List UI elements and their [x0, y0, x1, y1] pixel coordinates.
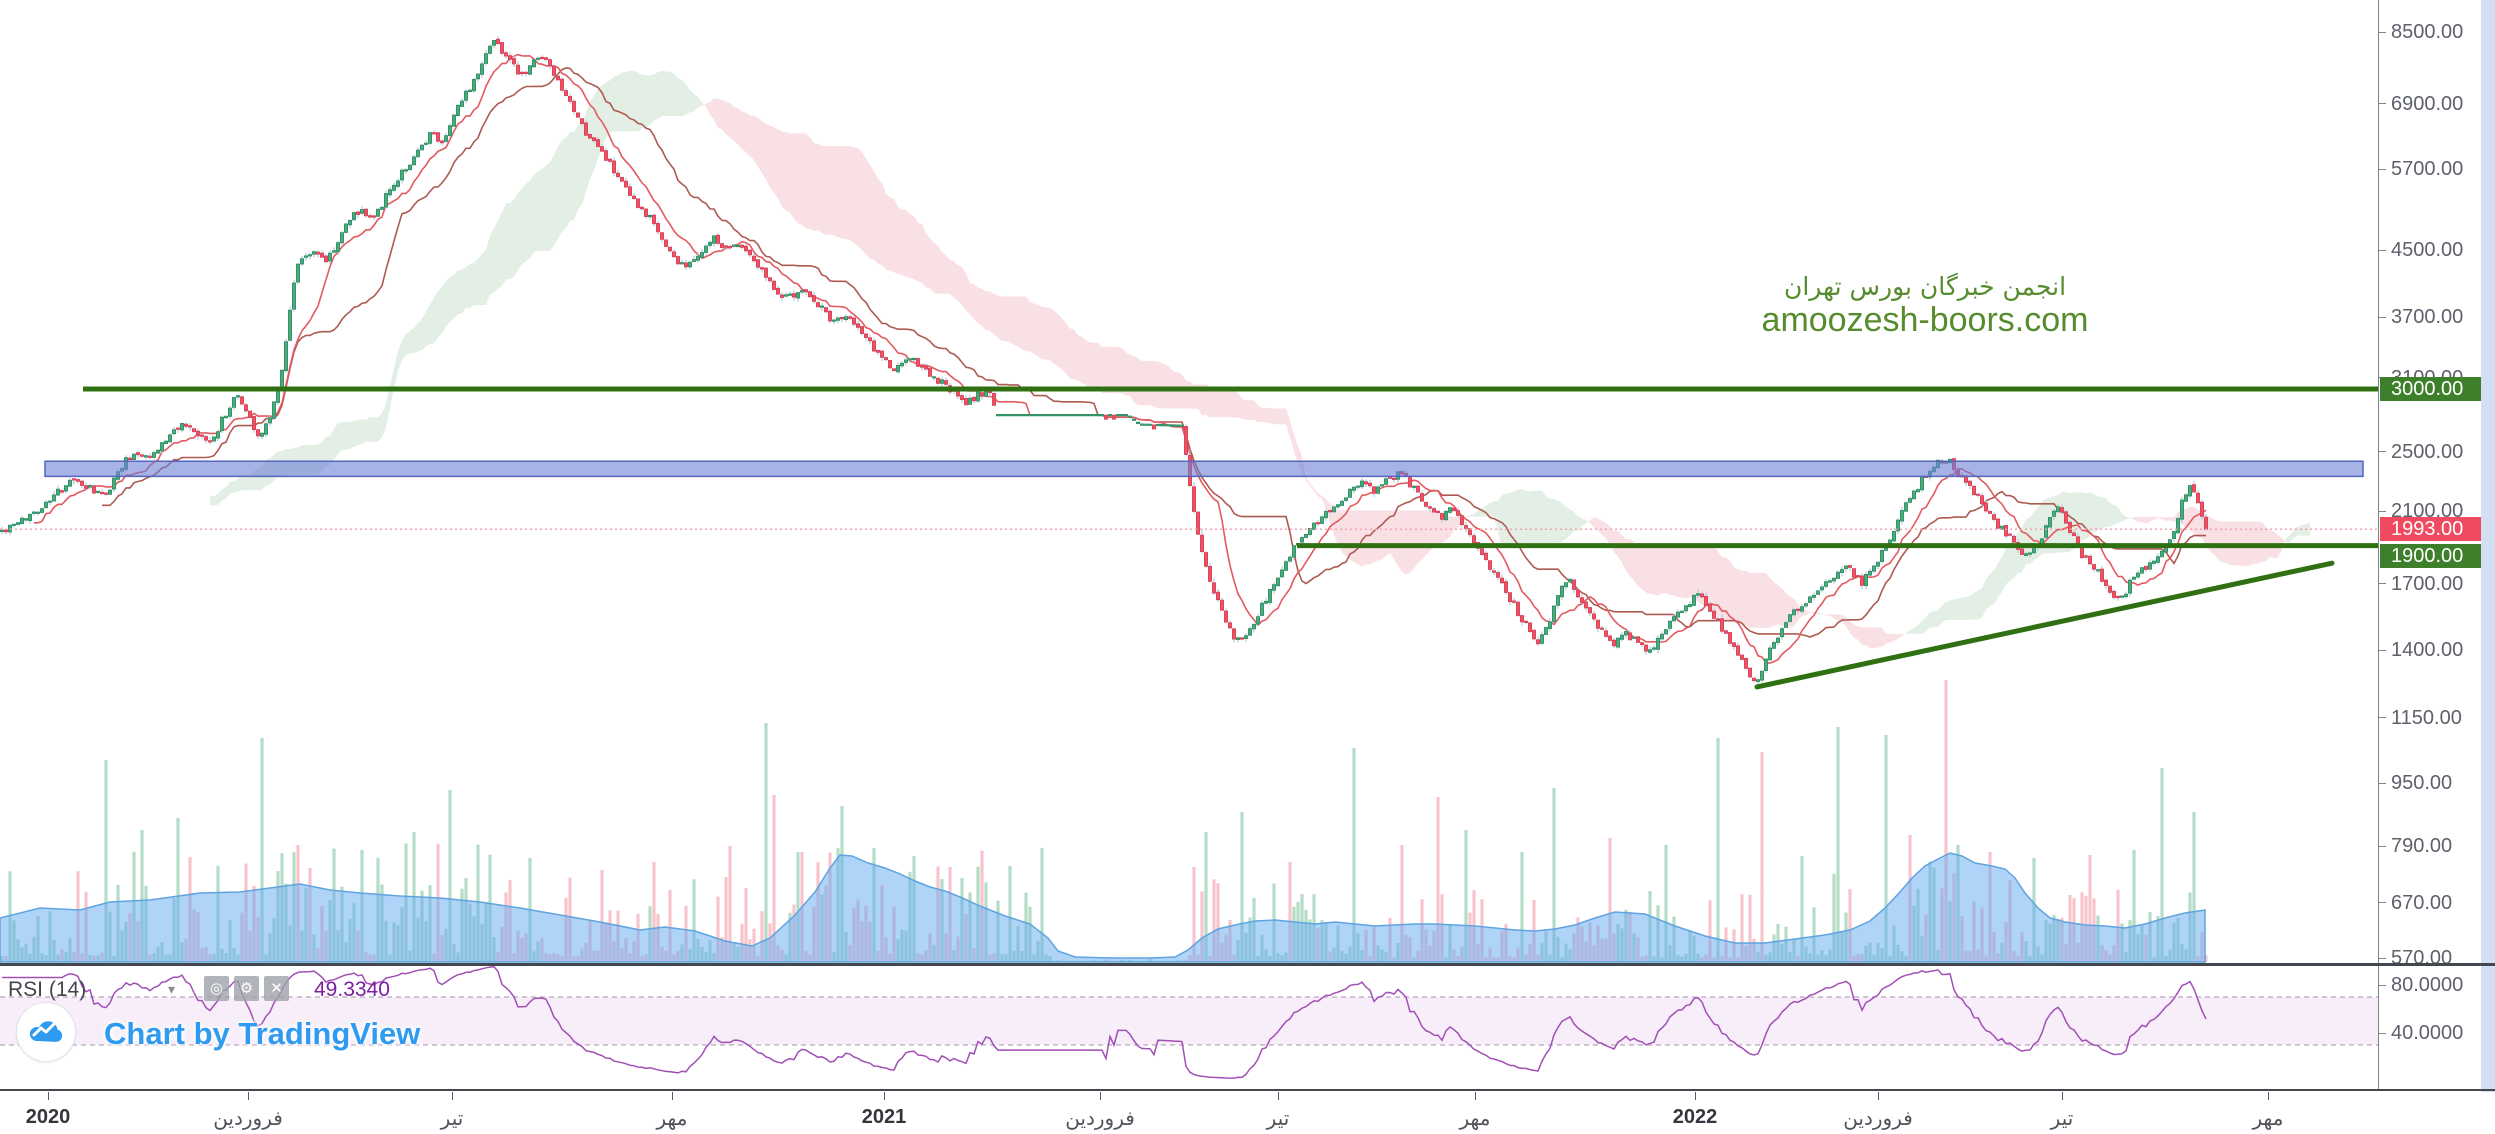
price-tick-label: 4500.00	[2391, 239, 2464, 261]
price-tick-label: 670.00	[2391, 891, 2453, 914]
price-tick-label: 8500.00	[2391, 21, 2464, 43]
time-tick-mark	[2268, 1092, 2269, 1100]
price-tick-mark	[2379, 845, 2386, 847]
time-tick-label[interactable]: تیر	[440, 1106, 464, 1130]
time-tick-label[interactable]: فروردین	[1065, 1106, 1135, 1130]
time-tick-label[interactable]: 2021	[861, 1106, 907, 1128]
window-edge-strip	[2481, 0, 2495, 1134]
time-tick-label[interactable]: تیر	[2050, 1106, 2074, 1130]
close-icon[interactable]: ✕	[264, 976, 289, 1001]
tradingview-logo-icon[interactable]	[16, 1002, 76, 1062]
pane-divider[interactable]	[0, 963, 2495, 966]
price-axis[interactable]: 8500.006900.005700.004500.003700.003100.…	[2378, 0, 2482, 1090]
price-tick-mark	[2379, 649, 2386, 651]
rsi-indicator-label[interactable]: RSI (14)	[8, 978, 87, 1001]
supply-zone-rectangle	[44, 460, 2364, 478]
price-tick-label: 790.00	[2391, 835, 2453, 858]
time-tick-mark	[1878, 1092, 1879, 1100]
time-tick-label[interactable]: 2022	[1672, 1106, 1718, 1128]
rsi-tick-mark	[2379, 1032, 2386, 1034]
time-axis[interactable]: 2020 فروردین تیر مهر 2021 فروردین تیر مهر 2022 فر…	[0, 1092, 2495, 1134]
price-tick-mark	[2379, 168, 2386, 170]
price-level-badge: 1993.00	[2380, 517, 2481, 542]
candles-down	[4, 38, 2208, 682]
time-tick-mark	[48, 1092, 49, 1100]
price-level-badge: 3000.00	[2380, 377, 2481, 401]
price-tick-label: 1700.00	[2391, 572, 2464, 595]
price-tick-mark	[2379, 31, 2386, 33]
time-tick-label[interactable]: 2020	[25, 1106, 71, 1128]
price-tick-mark	[2379, 316, 2386, 318]
volume-ma-area	[0, 852, 2206, 963]
price-tick-label: 2100.00	[2391, 500, 2464, 523]
time-tick-label[interactable]: مهر	[656, 1106, 688, 1130]
rsi-value: 49.3340	[314, 978, 390, 1001]
price-tick-mark	[2379, 957, 2386, 959]
price-tick-label: 3700.00	[2391, 306, 2464, 329]
price-tick-label: 950.00	[2391, 772, 2453, 795]
time-tick-label[interactable]: فروردین	[1843, 1106, 1913, 1130]
time-tick-mark	[2062, 1092, 2063, 1100]
time-tick-mark	[1100, 1092, 1101, 1100]
tenkan-sen-line	[34, 53, 2207, 664]
attribution-label[interactable]: Chart by TradingView	[104, 1016, 421, 1051]
time-tick-mark	[1475, 1092, 1476, 1100]
axis-divider	[0, 1089, 2495, 1091]
price-tick-mark	[2379, 717, 2386, 719]
price-level-badge: 1900.00	[2380, 543, 2481, 568]
price-tick-mark	[2379, 583, 2386, 585]
ichimoku-cloud-bearish	[706, 98, 2286, 649]
rsi-tick-mark	[2379, 984, 2386, 986]
time-tick-label[interactable]: مهر	[2252, 1106, 2284, 1130]
rsi-tick-label: 80.0000	[2391, 974, 2464, 996]
rsi-line	[2, 965, 2207, 1080]
time-tick-label[interactable]: تیر	[1266, 1106, 1290, 1130]
time-tick-label[interactable]: مهر	[1459, 1106, 1491, 1130]
price-tick-mark	[2379, 103, 2386, 104]
time-tick-label[interactable]: فروردین	[213, 1106, 283, 1130]
gear-icon[interactable]: ⚙	[234, 976, 259, 1001]
price-tick-label: 6900.00	[2391, 92, 2464, 115]
rsi-band	[0, 997, 2378, 1045]
price-tick-mark	[2379, 902, 2386, 904]
price-tick-mark	[2379, 249, 2386, 251]
ascending-trendline	[1754, 560, 2335, 690]
chevron-down-icon[interactable]: ▾	[168, 981, 176, 997]
price-tick-label: 570.00	[2391, 947, 2453, 970]
price-tick-label: 2500.00	[2391, 440, 2464, 463]
hide-indicator-icon[interactable]: ◎	[204, 976, 229, 1001]
price-tick-label: 1150.00	[2391, 706, 2462, 729]
time-tick-mark	[884, 1092, 885, 1100]
time-tick-mark	[248, 1092, 249, 1100]
time-tick-mark	[1278, 1092, 1279, 1100]
time-tick-mark	[452, 1092, 453, 1100]
price-tick-label: 1400.00	[2391, 639, 2464, 662]
price-tick-mark	[2379, 451, 2386, 452]
time-tick-mark	[672, 1092, 673, 1100]
price-tick-mark	[2379, 510, 2386, 512]
price-tick-mark	[2379, 782, 2386, 784]
time-tick-mark	[1695, 1092, 1696, 1100]
price-tick-label: 5700.00	[2391, 158, 2464, 180]
ichimoku-cloud-bullish	[210, 70, 2310, 634]
rsi-tick-label: 40.0000	[2391, 1022, 2464, 1044]
